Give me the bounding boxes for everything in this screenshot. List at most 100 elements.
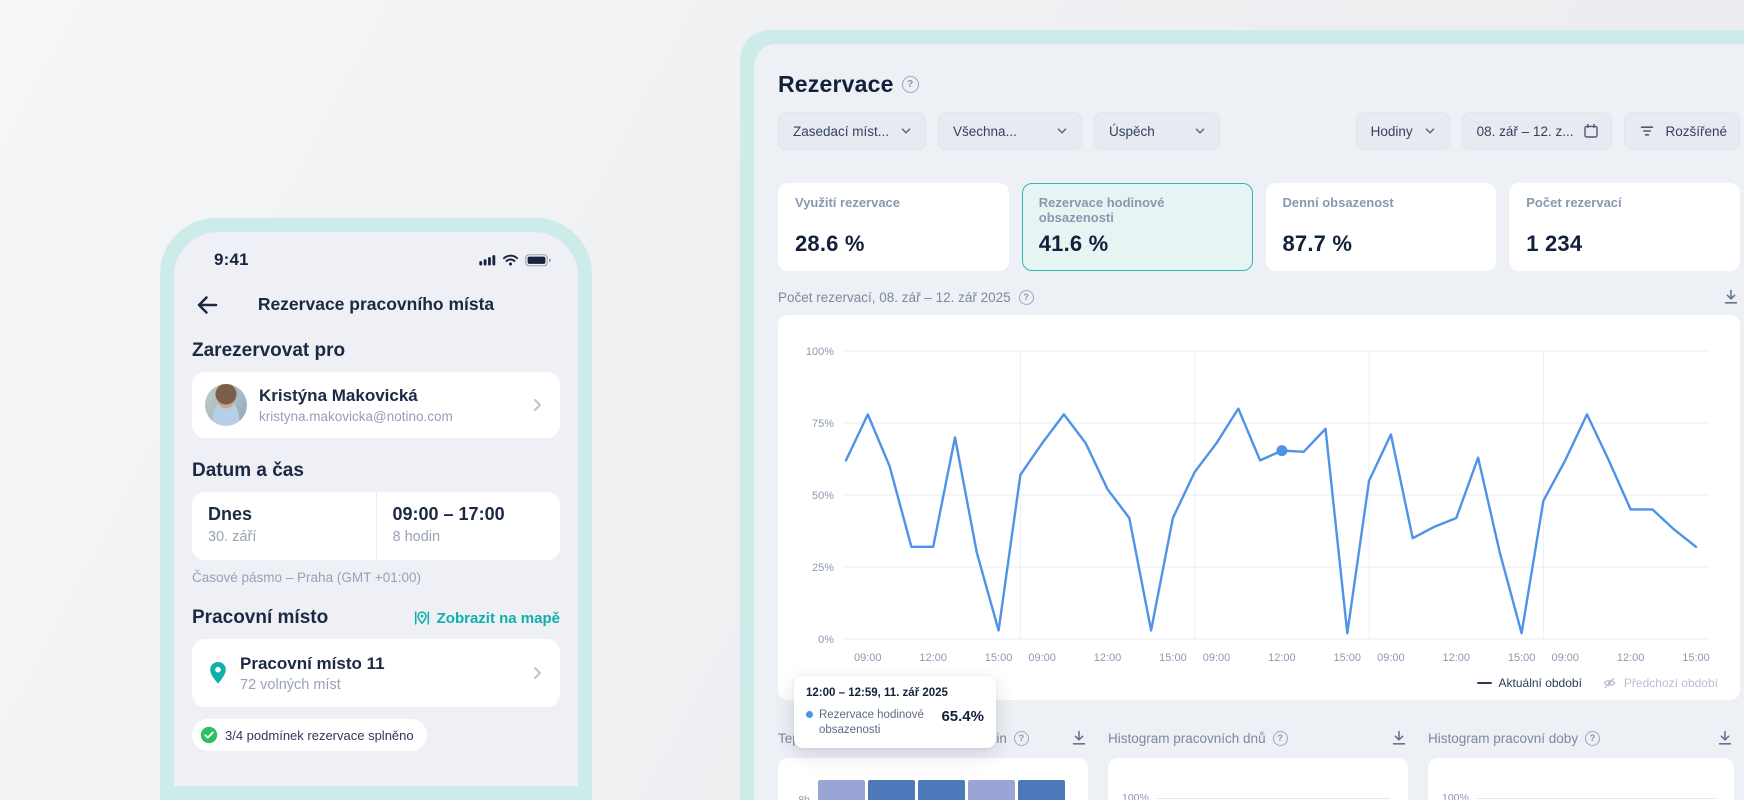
date-value: Dnes [208,504,253,524]
line-swatch-icon [1476,681,1492,685]
help-icon[interactable]: ? [1018,289,1034,305]
chevron-right-icon [534,667,541,679]
kpi-card-hourly-occupancy[interactable]: Rezervace hodinové obsazenosti 41.6 % [1021,183,1253,271]
svg-text:25%: 25% [812,562,834,574]
svg-text:50%: 50% [812,490,834,502]
download-icon[interactable] [1070,729,1088,747]
time-value: 09:00 – 17:00 [392,504,505,524]
chart-tooltip: 12:00 – 12:59, 11. zář 2025 Rezervace ho… [794,676,996,748]
help-icon[interactable]: ? [901,75,919,93]
legend-previous-period[interactable]: Předchozí období [1602,676,1718,690]
svg-text:12:00: 12:00 [1094,652,1122,664]
svg-text:100%: 100% [806,346,834,358]
svg-text:12:00: 12:00 [1617,652,1645,664]
svg-text:09:00: 09:00 [1377,652,1405,664]
kpi-row: Využití rezervace 28.6 % Rezervace hodin… [778,183,1740,271]
filter-bar: Zasedací míst... Všechna... Úspěch [778,112,1740,150]
heatmap-cell [968,780,1015,800]
date-subvalue: 30. září [208,529,257,545]
section-book-for: Zarezervovat pro [192,340,346,361]
status-time: 9:41 [214,250,249,269]
svg-text:12:00: 12:00 [919,652,947,664]
histogram-hours-card: 100% [1428,758,1734,800]
kpi-card-daily-occupancy[interactable]: Denní obsazenost 87.7 % [1265,183,1497,271]
page-title: Rezervace pracovního místa [257,293,495,314]
battery-icon [525,253,552,266]
dashboard-frame: Rezervace ? Zasedací míst... Všechna... [740,30,1744,800]
map-pin-small-icon [414,611,429,625]
filter-icon [1641,126,1654,136]
space-type-select[interactable]: Zasedací míst... [778,112,927,150]
person-email: kristyna.makovicka@notino.com [259,409,453,424]
date-picker[interactable]: Dnes 30. září [192,492,376,560]
svg-text:15:00: 15:00 [1159,652,1187,664]
time-subvalue: 8 hodin [392,529,441,545]
svg-text:15:00: 15:00 [1508,652,1536,664]
tooltip-series-name: Rezervace hodinové obsazenosti [819,709,924,736]
series-bullet [806,711,813,718]
dashboard-title: Rezervace [778,70,894,97]
cellular-signal-icon [479,255,496,266]
help-icon[interactable]: ? [1272,730,1288,746]
gridline [1476,797,1716,799]
histogram-hours-title: Histogram pracovní doby [1428,730,1579,746]
download-icon[interactable] [1390,729,1408,747]
phone-frame: 9:41 [160,218,592,800]
datetime-card: Dnes 30. září 09:00 – 17:00 8 hodin [192,492,560,560]
check-circle-icon [200,726,218,744]
chevron-down-icon [1057,128,1067,134]
chart-section-title: Počet rezervací, 08. zář – 12. zář 2025 [778,289,1011,305]
section-datetime: Datum a čas [192,460,304,481]
workspace-card[interactable]: Pracovní místo 11 72 volných míst [192,639,560,707]
all-spaces-select[interactable]: Všechna... [938,112,1083,150]
status-select[interactable]: Úspěch [1094,112,1221,150]
show-on-map-label: Zobrazit na mapě [436,609,560,627]
heatmap-card: 8h [778,758,1088,800]
kpi-card-reservation-count[interactable]: Počet rezervací 1 234 [1509,183,1740,271]
svg-text:09:00: 09:00 [1203,652,1231,664]
heatmap-row-label: 8h [798,794,810,800]
line-chart-card: 0% 25% 50% 75% 100% 09:00 12:00 15:00 09:00 12:00… [778,315,1740,748]
calendar-icon [1584,123,1599,138]
histogram-days-title: Histogram pracovních dnů [1108,730,1266,746]
download-icon[interactable] [1722,288,1740,306]
tooltip-value: 65.4% [941,708,984,725]
person-card[interactable]: Kristýna Makovická kristyna.makovicka@no… [192,372,560,438]
svg-text:09:00: 09:00 [854,652,882,664]
eye-off-icon [1603,677,1616,689]
heatmap-cells [818,780,1065,800]
conditions-badge-label: 3/4 podmínek rezervace splněno [225,727,414,743]
download-icon[interactable] [1716,729,1734,747]
heatmap-cell [868,780,915,800]
histogram-days-card: 100% [1108,758,1408,800]
svg-text:0%: 0% [818,634,834,646]
svg-text:15:00: 15:00 [985,652,1013,664]
workspace-name: Pracovní místo 11 [240,653,385,673]
svg-text:15:00: 15:00 [1682,652,1710,664]
wifi-icon [503,254,518,266]
svg-text:75%: 75% [812,418,834,430]
chevron-down-icon [1195,128,1205,134]
chevron-down-icon [1425,128,1434,134]
chevron-right-icon [534,399,541,411]
avatar [205,384,247,426]
show-on-map-link[interactable]: Zobrazit na mapě [413,609,560,627]
date-range-picker[interactable]: 08. zář – 12. z... [1461,112,1613,150]
advanced-filters-button[interactable]: Rozšířené [1624,112,1740,150]
tooltip-date: 12:00 – 12:59, 11. zář 2025 [806,687,948,699]
svg-text:12:00: 12:00 [1442,652,1470,664]
help-icon[interactable]: ? [1013,730,1029,746]
svg-text:15:00: 15:00 [1334,652,1362,664]
back-arrow-icon[interactable] [194,292,220,318]
map-pin-icon [210,662,226,684]
occupancy-line-chart: 0% 25% 50% 75% 100% 09:00 12:00 15:00 09:00 12:00… [806,346,1710,664]
kpi-card-utilization[interactable]: Využití rezervace 28.6 % [778,183,1009,271]
legend-current-period[interactable]: Aktuální období [1476,676,1582,690]
time-picker[interactable]: 09:00 – 17:00 8 hodin [375,492,561,560]
section-workspace: Pracovní místo [192,607,329,628]
help-icon[interactable]: ? [1585,730,1601,746]
svg-text:09:00: 09:00 [1551,652,1579,664]
granularity-select[interactable]: Hodiny [1355,112,1450,150]
conditions-badge: 3/4 podmínek rezervace splněno [192,719,427,751]
